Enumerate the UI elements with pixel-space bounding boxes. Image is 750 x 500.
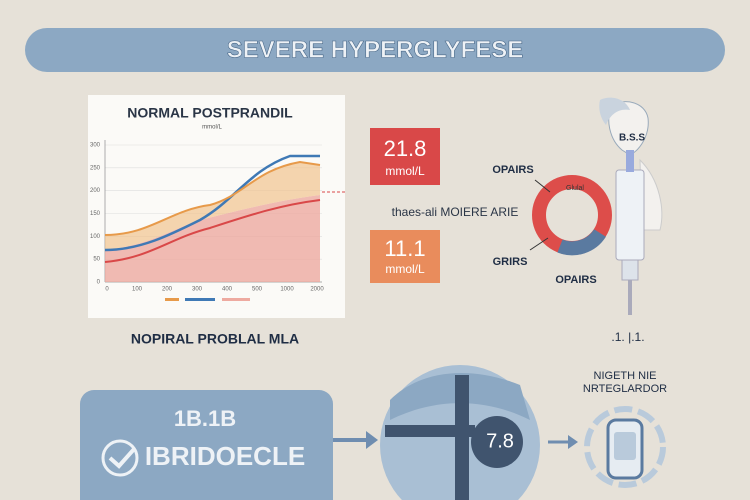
y-label: 200 [90, 188, 101, 194]
donut-segment [557, 228, 606, 256]
right-title: NIGETH NIE [594, 370, 657, 382]
bar-shape [455, 375, 469, 500]
chart-subtitle: mmol/L [202, 125, 222, 131]
connector [529, 237, 549, 251]
device-screen [614, 432, 636, 460]
x-label: 1000 [280, 287, 294, 293]
card-top: 1B.1B [174, 406, 236, 431]
arrow-head [568, 435, 578, 449]
x-label: 100 [132, 287, 143, 293]
area [105, 195, 320, 282]
check-circle [101, 439, 139, 477]
syringe [615, 169, 645, 261]
middle-caption: thaes-ali MOIERE ARIE [392, 205, 519, 219]
x-label: 0 [105, 287, 109, 293]
right-title: NRTEGLARDOR [583, 383, 667, 395]
y-label: 0 [97, 280, 101, 286]
shoulder [639, 158, 663, 231]
legend-swatch [222, 298, 250, 301]
area [105, 162, 320, 250]
connector [534, 179, 551, 193]
chart-title: NORMAL POSTPRANDIL [127, 105, 293, 121]
card-text: IBRIDOECLE [145, 441, 305, 471]
reading-value: 11.1 [384, 236, 425, 261]
y-label: 100 [90, 234, 101, 240]
x-label: 300 [192, 287, 203, 293]
device-ring [584, 406, 666, 488]
donut-center: Glulal [566, 185, 584, 192]
x-label: 200 [162, 287, 173, 293]
reading-unit: mmol/L [385, 164, 425, 178]
card [80, 390, 333, 500]
figure-footnote: .1. |.1. [611, 330, 644, 344]
reading-value: 21.8 [384, 136, 427, 161]
y-label: 150 [90, 211, 101, 217]
syringe-tip [626, 150, 634, 172]
plunger [621, 259, 639, 281]
plot [104, 140, 345, 301]
legend-swatch [165, 298, 179, 301]
center-value: 7.8 [486, 430, 514, 452]
value-badge [471, 416, 523, 468]
hair [599, 97, 630, 125]
header-banner [25, 28, 725, 72]
bar-shape [385, 425, 475, 437]
x-labels: 0 100 200 300 400 500 1000 2000 [105, 287, 324, 293]
donut-label: GRIRS [493, 256, 528, 268]
check [108, 446, 137, 469]
line [104, 160, 321, 236]
y-label: 250 [90, 165, 101, 171]
figure-label: B.S.S [619, 133, 645, 144]
line [104, 154, 320, 252]
legend-swatch [185, 298, 215, 301]
x-label: 500 [252, 287, 263, 293]
reading-box [370, 128, 440, 185]
y-label: 50 [93, 257, 100, 263]
caption: NOPIRAL PROBLAL MLA [131, 331, 299, 347]
reading-box [370, 230, 440, 283]
reading-unit: mmol/L [385, 262, 425, 276]
head [608, 101, 649, 156]
x-label: 400 [222, 287, 233, 293]
line [104, 199, 321, 263]
header-title: SEVERE HYPERGLYFESE [227, 36, 524, 63]
arrow-head [366, 431, 378, 449]
donut-label: OPAIRS [492, 164, 533, 176]
donut-label: OPAIRS [555, 274, 596, 286]
x-label: 2000 [310, 287, 324, 293]
y-label: 300 [90, 143, 101, 149]
